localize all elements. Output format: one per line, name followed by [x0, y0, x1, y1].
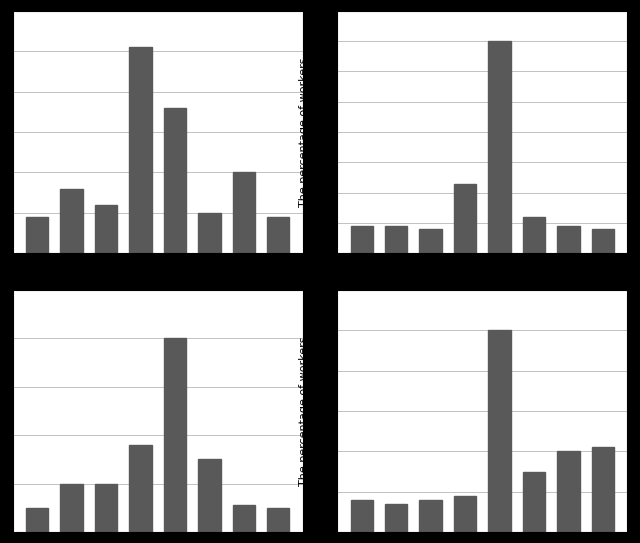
Y-axis label: The percentage of workers: The percentage of workers — [300, 336, 309, 485]
Bar — [95, 484, 117, 532]
Bar — [129, 47, 152, 254]
Bar — [385, 226, 408, 254]
Y-axis label: The percentage of workers: The percentage of workers — [300, 58, 309, 207]
Bar — [60, 484, 83, 532]
Bar — [488, 41, 511, 254]
Bar — [164, 108, 186, 254]
Bar — [198, 213, 221, 254]
Bar — [591, 229, 614, 254]
X-axis label: Hours: Hours — [461, 297, 503, 310]
Title: Denmark: Denmark — [444, 0, 521, 7]
Bar — [198, 459, 221, 532]
Title: Sweden: Sweden — [124, 271, 191, 286]
Bar — [523, 217, 545, 254]
Bar — [164, 338, 186, 532]
Bar — [60, 188, 83, 254]
Title: The UK: The UK — [452, 271, 513, 286]
Bar — [267, 508, 289, 532]
Bar — [232, 173, 255, 254]
Bar — [488, 330, 511, 532]
Title: France: France — [129, 0, 186, 7]
Bar — [232, 506, 255, 532]
Bar — [351, 226, 373, 254]
Bar — [385, 504, 408, 532]
Bar — [454, 184, 476, 254]
Bar — [454, 496, 476, 532]
Bar — [95, 205, 117, 254]
X-axis label: Hours: Hours — [137, 297, 179, 310]
Bar — [26, 508, 49, 532]
Bar — [419, 229, 442, 254]
Bar — [557, 451, 580, 532]
Bar — [129, 445, 152, 532]
Bar — [419, 500, 442, 532]
Bar — [591, 447, 614, 532]
Bar — [557, 226, 580, 254]
Bar — [26, 217, 49, 254]
Bar — [523, 471, 545, 532]
Bar — [351, 500, 373, 532]
Bar — [267, 217, 289, 254]
